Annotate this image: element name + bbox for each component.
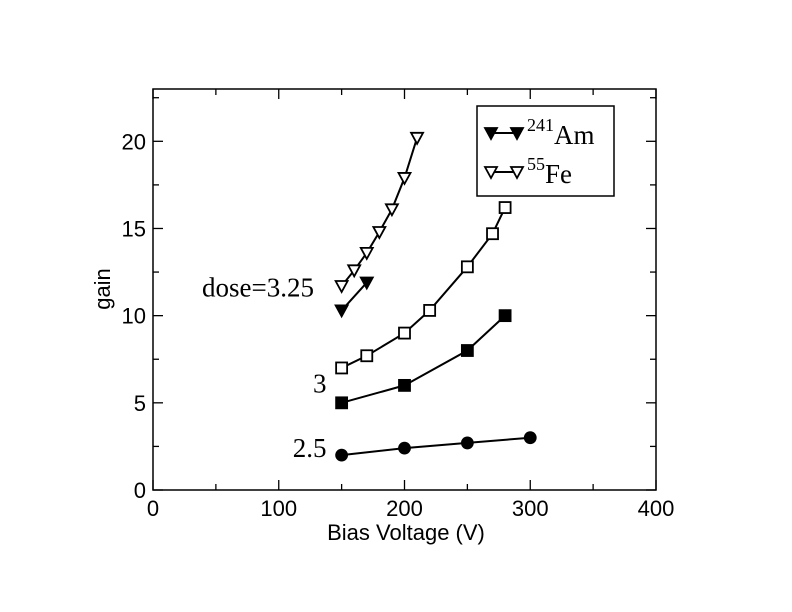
data-point — [523, 431, 537, 445]
data-point — [359, 276, 375, 291]
legend-box — [476, 105, 615, 197]
data-series — [334, 131, 537, 462]
data-point — [460, 260, 474, 274]
data-point — [384, 203, 400, 218]
series-circle-filled — [335, 431, 537, 462]
x-axis-label: Bias Voltage (V) — [327, 520, 485, 545]
data-point — [498, 309, 512, 323]
series-line — [340, 137, 419, 287]
legend-marker — [509, 166, 525, 180]
legend-isotope-mass: 55 — [527, 154, 545, 174]
series-line — [341, 436, 531, 457]
legend-entry: 241Am — [527, 115, 595, 150]
series-triangle-down-open — [334, 131, 425, 294]
data-point — [398, 441, 411, 455]
y-tick-label: 20 — [122, 129, 146, 154]
data-point — [398, 326, 411, 340]
legend: 241Am 55Fe — [476, 105, 615, 197]
series-square-open — [335, 201, 512, 375]
axis-ticks: 0 100 200 300 400 0 5 10 15 20 — [122, 89, 675, 521]
annotations: dose=3.25 3 2.5 — [202, 272, 327, 462]
data-point — [409, 131, 425, 146]
data-point — [335, 448, 349, 462]
data-point — [335, 396, 349, 410]
legend-element-symbol: Am — [554, 120, 595, 150]
x-tick-label: 400 — [638, 496, 675, 521]
data-point — [396, 172, 413, 186]
legend-marker — [483, 127, 499, 141]
series-square-filled — [335, 309, 512, 410]
data-point — [460, 344, 474, 357]
x-tick-label: 100 — [260, 496, 297, 521]
x-tick-label: 300 — [512, 496, 549, 521]
annotation-label: dose=3.25 — [202, 272, 314, 302]
data-point — [460, 436, 474, 450]
series-triangle-down-filled — [334, 276, 375, 319]
annotation-label: 2.5 — [293, 433, 327, 463]
y-tick-label: 10 — [122, 304, 146, 329]
annotation-label: 3 — [313, 368, 327, 398]
series-line — [341, 314, 506, 404]
data-point — [398, 378, 411, 392]
data-point — [334, 304, 350, 319]
y-tick-label: 15 — [122, 216, 146, 241]
legend-marker — [483, 166, 499, 180]
legend-marker — [509, 127, 525, 141]
data-point — [334, 280, 350, 294]
data-point — [423, 304, 437, 317]
legend-element-symbol: Fe — [545, 159, 572, 189]
x-tick-label: 0 — [147, 496, 159, 521]
data-point — [346, 264, 362, 279]
data-point — [498, 201, 512, 214]
data-point — [486, 227, 499, 241]
data-point — [371, 226, 387, 240]
y-tick-label: 0 — [134, 478, 146, 503]
data-point — [359, 246, 375, 261]
legend-isotope-mass: 241 — [527, 115, 554, 135]
y-tick-label: 5 — [134, 391, 146, 416]
data-point — [360, 349, 374, 363]
data-point — [335, 361, 349, 375]
y-axis-label: gain — [90, 268, 115, 310]
legend-entry: 55Fe — [527, 154, 572, 189]
x-tick-label: 200 — [386, 496, 423, 521]
